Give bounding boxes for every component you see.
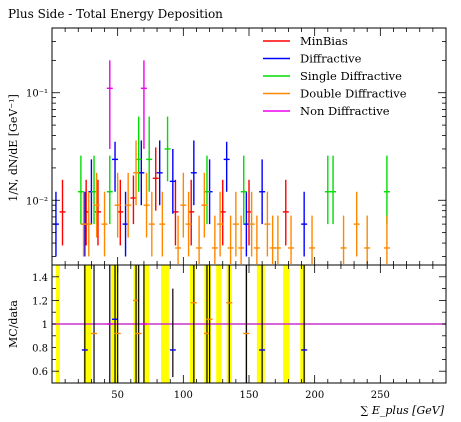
x-tick-label: 200	[305, 390, 324, 401]
ratio-y-tick-label: 0.6	[32, 367, 48, 378]
x-axis-label: ∑ E_plus [GeV]	[361, 404, 445, 417]
data-marks	[52, 60, 446, 383]
axis-ticks	[52, 27, 446, 384]
ratio-y-tick-label: 1.4	[32, 273, 48, 284]
chart-title: Plus Side - Total Energy Deposition	[8, 7, 223, 21]
y-tick-label: 10⁻¹	[26, 89, 48, 100]
legend-label-single-diffractive: Single Diffractive	[300, 69, 402, 83]
x-tick-label: 150	[239, 390, 258, 401]
legend-label-non-diffractive: Non Diffractive	[300, 104, 390, 118]
x-tick-label: 250	[371, 390, 390, 401]
x-tick-label: 50	[111, 390, 124, 401]
legend: MinBias Diffractive Single Diffractive Doub…	[263, 34, 407, 118]
ratio-y-tick-label: 0.8	[32, 344, 48, 355]
axis-labels: 50 100 150 200 250 10⁻² 10⁻¹ 0.6 0.8 1 1.2 1.4	[26, 89, 390, 401]
ratio-y-tick-label: 1	[42, 320, 48, 331]
ratio-y-tick-label: 1.2	[32, 296, 48, 307]
legend-label-minbias: MinBias	[300, 34, 348, 48]
x-tick-label: 100	[174, 390, 193, 401]
ratio-y-axis-label: MC/data	[7, 300, 20, 348]
legend-label-double-diffractive: Double Diffractive	[300, 87, 407, 101]
y-axis-label: 1/N, dN/dE [GeV⁻¹]	[7, 94, 20, 202]
y-tick-label: 10⁻²	[26, 196, 48, 207]
legend-label-diffractive: Diffractive	[300, 52, 362, 66]
